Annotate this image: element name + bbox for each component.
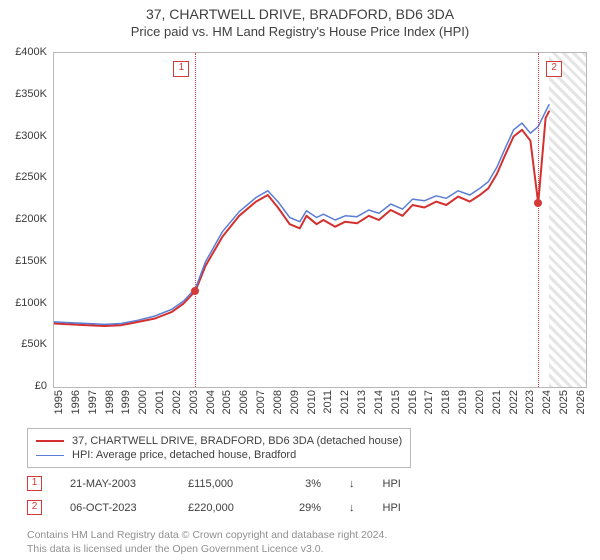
x-tick-label: 2009 [289,390,301,430]
y-tick-label: £100K [0,297,47,309]
legend-swatch-hpi [36,455,64,456]
x-tick-label: 2010 [306,390,318,430]
x-tick-label: 1998 [104,390,116,430]
x-tick-label: 2012 [339,390,351,430]
x-tick-label: 1996 [70,390,82,430]
marker-line [195,53,196,387]
event-pct-1: 3% [286,478,321,490]
x-tick-label: 2017 [423,390,435,430]
event-pct-2: 29% [286,502,321,514]
y-tick-label: £0 [0,380,47,392]
x-tick-label: 2005 [221,390,233,430]
legend-label-hpi: HPI: Average price, detached house, Brad… [72,449,296,461]
licence-line-1: Contains HM Land Registry data © Crown c… [27,528,588,542]
licence-line-2: This data is licensed under the Open Gov… [27,542,588,556]
legend-row-price: 37, CHARTWELL DRIVE, BRADFORD, BD6 3DA (… [36,434,402,448]
x-tick-label: 2024 [541,390,553,430]
x-tick-label: 2011 [322,390,334,430]
x-tick-label: 1999 [120,390,132,430]
x-tick-label: 2019 [457,390,469,430]
x-tick-label: 2013 [356,390,368,430]
x-tick-label: 2014 [373,390,385,430]
y-tick-label: £350K [0,88,47,100]
chart-svg [54,53,586,387]
x-tick-label: 2020 [474,390,486,430]
event-rel-2: HPI [383,502,401,514]
event-price-1: £115,000 [188,478,258,490]
event-row-1: 1 21-MAY-2003 £115,000 3% ↓ HPI [27,476,588,491]
chart-subtitle: Price paid vs. HM Land Registry's House … [0,24,600,39]
marker-line [538,53,539,387]
x-tick-label: 2015 [390,390,402,430]
x-tick-label: 1997 [87,390,99,430]
event-date-2: 06-OCT-2023 [70,502,160,514]
y-tick-label: £200K [0,213,47,225]
legend-row-hpi: HPI: Average price, detached house, Brad… [36,448,402,462]
event-price-2: £220,000 [188,502,258,514]
arrow-down-icon: ↓ [349,478,355,490]
arrow-down-icon: ↓ [349,502,355,514]
x-tick-label: 2021 [491,390,503,430]
x-tick-label: 2003 [188,390,200,430]
event-date-1: 21-MAY-2003 [70,478,160,490]
chart-title: 37, CHARTWELL DRIVE, BRADFORD, BD6 3DA [0,6,600,22]
x-tick-label: 2025 [558,390,570,430]
x-tick-label: 2022 [508,390,520,430]
legend-label-price: 37, CHARTWELL DRIVE, BRADFORD, BD6 3DA (… [72,435,402,447]
x-tick-label: 2008 [272,390,284,430]
x-tick-label: 2006 [238,390,250,430]
licence-text: Contains HM Land Registry data © Crown c… [27,528,588,556]
legend-swatch-price [36,440,64,442]
x-tick-label: 2026 [575,390,587,430]
x-tick-label: 2004 [205,390,217,430]
x-tick-label: 2007 [255,390,267,430]
legend: 37, CHARTWELL DRIVE, BRADFORD, BD6 3DA (… [27,428,411,468]
y-tick-label: £150K [0,255,47,267]
x-tick-label: 2000 [137,390,149,430]
event-marker-1: 1 [27,476,42,491]
y-tick-label: £300K [0,130,47,142]
x-tick-label: 2002 [171,390,183,430]
event-row-2: 2 06-OCT-2023 £220,000 29% ↓ HPI [27,500,588,515]
price-chart: 12 [53,52,587,388]
event-marker-2: 2 [27,500,42,515]
x-tick-label: 2016 [407,390,419,430]
marker-label: 1 [173,61,189,77]
x-tick-label: 2018 [440,390,452,430]
y-tick-label: £400K [0,46,47,58]
x-tick-label: 2023 [524,390,536,430]
marker-label: 2 [546,61,562,77]
x-tick-label: 1995 [53,390,65,430]
x-tick-label: 2001 [154,390,166,430]
y-tick-label: £250K [0,171,47,183]
y-tick-label: £50K [0,338,47,350]
event-rel-1: HPI [383,478,401,490]
